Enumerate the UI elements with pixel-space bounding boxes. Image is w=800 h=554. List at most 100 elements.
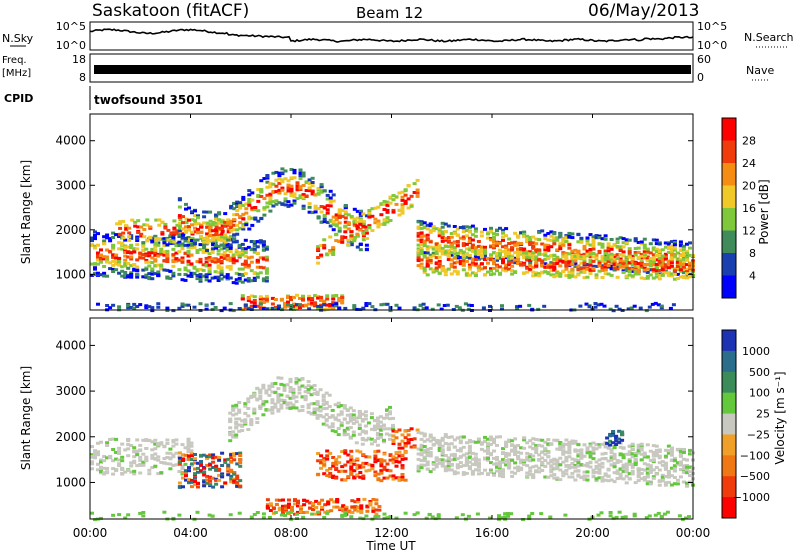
heatmap-cell bbox=[636, 470, 641, 474]
heatmap-cell bbox=[431, 268, 436, 272]
heatmap-cell bbox=[636, 264, 641, 268]
heatmap-cell bbox=[645, 249, 650, 253]
heatmap-cell bbox=[162, 444, 167, 448]
heatmap-cell bbox=[391, 427, 395, 431]
heatmap-cell bbox=[281, 511, 285, 515]
heatmap-cell bbox=[355, 473, 360, 477]
heatmap-cell bbox=[270, 382, 275, 386]
heatmap-cell bbox=[603, 234, 608, 238]
heatmap-cell bbox=[150, 247, 155, 251]
heatmap-cell bbox=[555, 458, 560, 462]
heatmap-cell bbox=[507, 257, 512, 261]
heatmap-cell bbox=[382, 200, 387, 203]
heatmap-cell bbox=[597, 251, 602, 255]
heatmap-cell bbox=[243, 418, 248, 422]
heatmap-cell bbox=[437, 443, 442, 447]
heatmap-cell bbox=[358, 248, 363, 252]
heatmap-cell bbox=[579, 254, 584, 258]
heatmap-cell bbox=[317, 502, 322, 506]
heatmap-cell bbox=[519, 251, 524, 255]
heatmap-cell bbox=[446, 245, 451, 249]
heatmap-cell bbox=[337, 455, 342, 459]
heatmap-cell bbox=[385, 216, 390, 220]
heatmap-cell bbox=[636, 475, 641, 479]
heatmap-cell bbox=[99, 257, 103, 261]
heatmap-cell bbox=[186, 437, 191, 441]
heatmap-cell bbox=[666, 469, 671, 473]
heatmap-cell bbox=[163, 226, 168, 230]
heatmap-cell bbox=[549, 230, 554, 234]
heatmap-cell bbox=[208, 476, 213, 480]
heatmap-cell bbox=[434, 256, 439, 260]
heatmap-cell bbox=[177, 221, 182, 225]
heatmap-cell bbox=[570, 465, 575, 469]
heatmap-cell bbox=[355, 224, 360, 228]
heatmap-cell bbox=[400, 439, 405, 443]
heatmap-cell bbox=[419, 235, 424, 239]
heatmap-cell bbox=[612, 262, 617, 266]
heatmap-cell bbox=[531, 246, 536, 250]
heatmap-cell bbox=[193, 480, 197, 483]
heatmap-cell bbox=[558, 257, 563, 261]
heatmap-cell bbox=[685, 469, 689, 473]
heatmap-cell bbox=[111, 437, 116, 441]
heatmap-cell bbox=[464, 252, 469, 256]
heatmap-cell bbox=[208, 453, 213, 457]
heatmap-cell bbox=[406, 433, 411, 437]
heatmap-cell bbox=[660, 477, 665, 481]
heatmap-cell bbox=[534, 271, 539, 275]
heatmap-cell bbox=[642, 468, 647, 472]
heatmap-cell bbox=[495, 469, 499, 473]
heatmap-cell bbox=[352, 222, 357, 226]
heatmap-cell bbox=[261, 307, 266, 311]
heatmap-cell bbox=[476, 248, 481, 252]
heatmap-cell bbox=[268, 192, 273, 196]
heatmap-cell bbox=[219, 271, 224, 275]
heatmap-cell bbox=[681, 265, 686, 269]
heatmap-cell bbox=[99, 468, 103, 472]
heatmap-cell bbox=[232, 481, 237, 485]
heatmap-cell bbox=[467, 248, 472, 252]
heatmap-cell bbox=[232, 458, 237, 462]
heatmap-cell bbox=[156, 270, 161, 274]
heatmap-cell bbox=[615, 459, 620, 462]
heatmap-cell bbox=[268, 185, 273, 189]
heatmap-cell bbox=[267, 387, 272, 391]
heatmap-cell bbox=[363, 417, 368, 421]
heatmap-cell bbox=[202, 243, 207, 247]
heatmap-cell bbox=[217, 468, 222, 472]
heatmap-cell bbox=[322, 307, 327, 311]
heatmap-cell bbox=[96, 462, 100, 466]
heatmap-cell bbox=[216, 266, 221, 270]
heatmap-cell bbox=[576, 256, 581, 260]
heatmap-cell bbox=[238, 201, 243, 205]
heatmap-cell bbox=[177, 244, 182, 247]
heatmap-cell bbox=[651, 476, 656, 480]
heatmap-cell bbox=[382, 218, 387, 222]
heatmap-cell bbox=[135, 275, 140, 279]
heatmap-cell bbox=[403, 201, 408, 205]
heatmap-cell bbox=[492, 473, 496, 477]
heatmap-cell bbox=[391, 455, 396, 459]
heatmap-cell bbox=[531, 458, 536, 462]
heatmap-cell bbox=[666, 475, 671, 479]
heatmap-cell bbox=[162, 268, 167, 272]
heatmap-cell bbox=[367, 455, 372, 459]
heatmap-cell bbox=[371, 498, 376, 501]
heatmap-cell bbox=[249, 294, 254, 298]
heatmap-cell bbox=[282, 383, 287, 387]
heatmap-cell bbox=[319, 253, 324, 257]
heatmap-cell bbox=[139, 234, 144, 238]
heatmap-cell bbox=[102, 459, 107, 463]
heatmap-cell bbox=[193, 476, 197, 480]
heatmap-cell bbox=[388, 201, 393, 205]
heatmap-cell bbox=[663, 483, 668, 487]
heatmap-cell bbox=[385, 432, 389, 436]
heatmap-cell bbox=[618, 236, 623, 240]
heatmap-cell bbox=[373, 221, 378, 225]
heatmap-cell bbox=[534, 438, 539, 441]
heatmap-cell bbox=[528, 259, 533, 262]
heatmap-cell bbox=[331, 305, 336, 309]
heatmap-cell bbox=[528, 455, 533, 459]
heatmap-cell bbox=[645, 259, 650, 263]
